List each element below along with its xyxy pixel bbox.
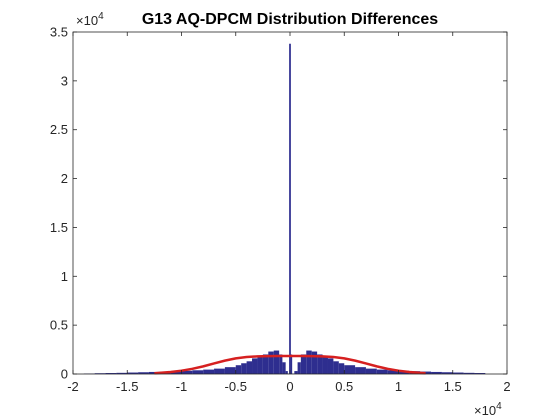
histogram-bin	[273, 350, 280, 374]
histogram-bin	[365, 368, 377, 374]
y-tick-label: 2	[61, 171, 68, 186]
histogram-bin	[268, 351, 274, 374]
histogram-bin	[355, 367, 366, 374]
x-tick-label: 0	[286, 379, 293, 394]
histogram-bin	[333, 361, 339, 374]
histogram-bin	[289, 43, 291, 374]
histogram-bin	[463, 372, 475, 374]
histogram-bin	[224, 367, 236, 374]
x-multiplier-exp: 4	[496, 401, 502, 412]
y-tick-label: 2.5	[50, 122, 68, 137]
histogram-bin	[105, 373, 117, 374]
plot-area: -2 -1.5 -1 -0.5 0 0.5 1 1.5 2 0 0.5 1 1.5 2 2.5 3 3.5	[50, 25, 511, 395]
histogram-bin	[285, 371, 288, 374]
histogram-bin	[431, 371, 442, 374]
y-multiplier-base: ×10	[76, 13, 98, 28]
y-tick-label: 0	[61, 367, 68, 382]
x-tick-label: 1.5	[444, 379, 462, 394]
chart-title: G13 AQ-DPCM Distribution Differences	[142, 11, 438, 28]
x-tick-label: 2	[503, 379, 510, 394]
y-tick-label: 3	[61, 73, 68, 88]
histogram-bin	[452, 372, 464, 374]
y-multiplier-exp: 4	[98, 11, 104, 22]
histogram-bin	[282, 362, 286, 374]
histogram-bin	[294, 371, 298, 374]
histogram-bin	[262, 354, 269, 374]
histogram-bin	[235, 365, 242, 374]
x-multiplier-base: ×10	[474, 403, 496, 418]
histogram-bin	[279, 354, 283, 374]
histogram-bin	[327, 358, 334, 374]
x-tick-label: -0.5	[225, 379, 247, 394]
histogram-bin	[387, 370, 399, 374]
histogram-bin	[311, 351, 318, 374]
x-tick-label: 1	[395, 379, 402, 394]
x-tick-label: -1	[176, 379, 188, 394]
histogram-bin	[252, 358, 258, 374]
x-tick-label: -2	[67, 379, 79, 394]
histogram-bin	[214, 368, 225, 374]
histogram-bin	[297, 362, 301, 374]
histogram-bin	[138, 372, 149, 374]
histogram-bin	[257, 356, 263, 374]
histogram-bin	[306, 350, 312, 374]
y-tick-label: 0.5	[50, 318, 68, 333]
histogram-bin	[290, 354, 293, 374]
y-tick-label: 3.5	[50, 25, 68, 40]
histogram-bin	[192, 370, 204, 374]
histogram-bin	[116, 372, 128, 374]
histogram-bin	[127, 372, 139, 374]
histogram-bin	[300, 354, 307, 374]
histogram-bin	[474, 373, 486, 374]
histogram-bin	[322, 356, 328, 374]
histogram-bin	[317, 354, 323, 374]
histogram-bin	[441, 372, 453, 374]
histogram-bin	[241, 363, 247, 374]
histogram-bin	[376, 369, 388, 374]
fit-curve	[154, 354, 426, 375]
y-multiplier: ×104	[76, 11, 104, 28]
y-tick-label: 1	[61, 269, 68, 284]
histogram-bin	[181, 370, 193, 374]
histogram-bin	[344, 365, 356, 374]
x-multiplier: ×104	[474, 401, 502, 418]
histogram-bin	[246, 361, 253, 374]
y-tick-label: 1.5	[50, 220, 68, 235]
x-tick-label: -1.5	[116, 379, 138, 394]
histogram-bin	[203, 369, 215, 374]
histogram-bin	[338, 363, 345, 374]
x-tick-label: 0.5	[335, 379, 353, 394]
